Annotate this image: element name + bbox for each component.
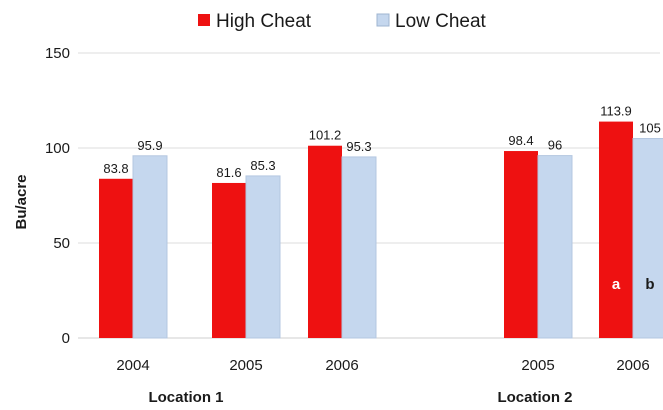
legend-swatch (198, 14, 210, 26)
data-label: 95.9 (137, 138, 162, 153)
data-label: 113.9 (600, 104, 632, 119)
data-label: 81.6 (216, 165, 241, 180)
y-axis-title: Bu/acre (13, 174, 30, 229)
x-tick-label: 2004 (116, 357, 149, 374)
bar-low-cheat (341, 156, 377, 339)
group-label: Location 2 (497, 389, 572, 406)
y-tick-label: 150 (45, 45, 70, 62)
x-tick-label: 2005 (521, 357, 554, 374)
data-label: 96 (548, 138, 562, 153)
data-label: 83.8 (103, 161, 128, 176)
data-label: 101.2 (309, 128, 342, 143)
bar-low-cheat (245, 175, 281, 339)
legend-label: Low Cheat (395, 11, 487, 32)
x-tick-label: 2005 (229, 357, 262, 374)
bar-high-cheat (99, 178, 133, 338)
x-tick-labels: 2004 2005 2006 2005 2006 (116, 357, 649, 374)
bars (99, 121, 663, 339)
bar-low-cheat (632, 138, 663, 339)
bar-low-cheat (132, 155, 168, 339)
legend: High Cheat Low Cheat (198, 11, 487, 32)
bar-high-cheat (504, 151, 538, 338)
bar-low-cheat (537, 155, 573, 339)
data-labels: 83.8 95.9 81.6 85.3 101.2 95.3 98.4 96 113.9 105 (103, 104, 661, 180)
data-label: 98.4 (508, 133, 533, 148)
legend-swatch (376, 13, 390, 27)
bar-high-cheat (599, 121, 633, 338)
x-tick-label: 2006 (325, 357, 358, 374)
group-labels: Location 1 Location 2 (148, 389, 572, 406)
legend-label: High Cheat (216, 11, 312, 32)
bar-high-cheat (308, 145, 342, 338)
significance-letter: a (612, 276, 621, 293)
significance-letter: b (645, 276, 654, 293)
y-tick-label: 100 (45, 140, 70, 157)
bar-high-cheat (212, 182, 246, 338)
group-label: Location 1 (148, 389, 223, 406)
y-tick-label: 50 (53, 235, 70, 252)
data-label: 95.3 (346, 139, 371, 154)
x-tick-label: 2006 (616, 357, 649, 374)
data-label: 105 (639, 121, 661, 136)
y-tick-label: 0 (62, 330, 70, 347)
data-label: 85.3 (250, 158, 275, 173)
y-tick-labels: 0 50 100 150 (45, 45, 70, 347)
